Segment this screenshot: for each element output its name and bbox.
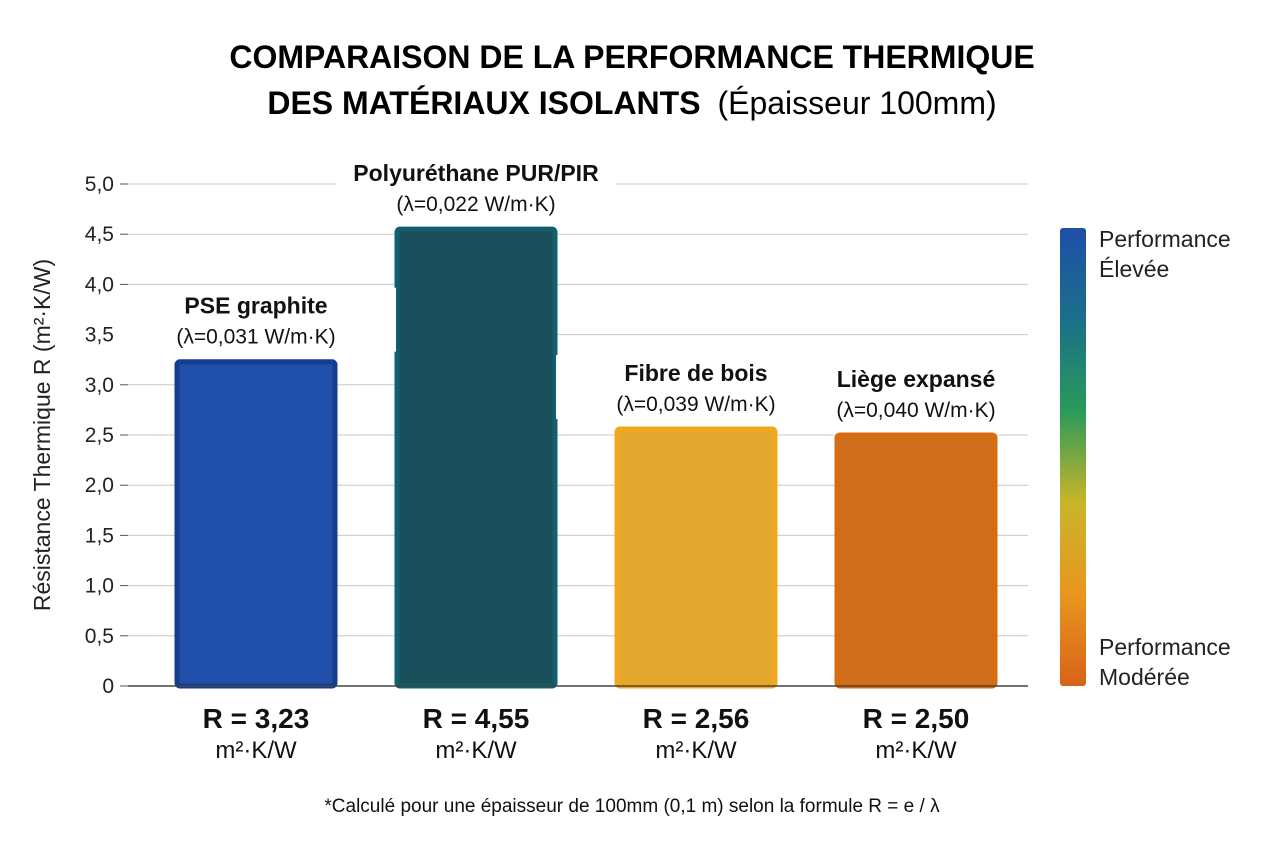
- y-tick-label: 1,5: [85, 524, 114, 547]
- bar-label-background: [336, 155, 616, 220]
- y-tick-label: 0: [102, 675, 114, 698]
- r-value-label: R = 2,50: [863, 703, 970, 734]
- y-tick-label: 4,0: [85, 273, 114, 296]
- r-value-label: R = 3,23: [203, 703, 310, 734]
- legend-bottom-label-line-2: Modérée: [1099, 664, 1190, 690]
- bar-name-label: Fibre de bois: [624, 360, 767, 386]
- r-unit-label: m²·K/W: [655, 737, 737, 764]
- bar-3: [614, 426, 778, 689]
- r-unit-label: m²·K/W: [215, 737, 297, 764]
- bar-4: [834, 432, 998, 689]
- chart-title-line-2: DES MATÉRIAUX ISOLANTS (Épaisseur 100mm): [267, 85, 996, 121]
- y-axis-label: Résistance Thermique R (m²·K/W): [29, 259, 55, 611]
- y-tick-label: 1,0: [85, 575, 114, 598]
- bar-lambda-label: (λ=0,040 W/m·K): [836, 399, 995, 422]
- bar-lambda-label: (λ=0,022 W/m·K): [396, 193, 555, 216]
- legend-bottom-label-line-1: Performance: [1099, 634, 1231, 660]
- chart-title-normal-part: (Épaisseur 100mm): [717, 85, 996, 121]
- chart-title-bold-part: DES MATÉRIAUX ISOLANTS: [267, 85, 700, 121]
- bar-lambda-label: (λ=0,039 W/m·K): [616, 393, 775, 416]
- y-tick-label: 3,0: [85, 374, 114, 397]
- y-axis-ticks: 0 0,5 1,0 1,5 2,0 2,5 3,0 3,5 4,0 4,5 5,0: [85, 173, 128, 698]
- footnote: *Calculé pour une épaisseur de 100mm (0,…: [324, 796, 940, 817]
- legend-gradient-bar: [1060, 228, 1086, 686]
- y-tick-label: 2,0: [85, 474, 114, 497]
- bar-label-background: [116, 287, 396, 352]
- y-tick-label: 0,5: [85, 625, 114, 648]
- r-value-label: R = 4,55: [423, 703, 530, 734]
- bar-name-label: PSE graphite: [184, 293, 327, 319]
- bar-labels: PSE graphite (λ=0,031 W/m·K) Polyuréthane …: [116, 155, 1056, 425]
- bar-name-label: Liège expansé: [837, 366, 996, 392]
- bar-1: [174, 359, 338, 689]
- bars: [174, 226, 998, 689]
- y-tick-label: 5,0: [85, 173, 114, 196]
- y-tick-label: 2,5: [85, 424, 114, 447]
- r-unit-label: m²·K/W: [435, 737, 517, 764]
- y-tick-label: 4,5: [85, 223, 114, 246]
- bar-name-label: Polyuréthane PUR/PIR: [353, 160, 599, 186]
- bar-lambda-label: (λ=0,031 W/m·K): [176, 326, 335, 349]
- legend-top-label-line-2: Élevée: [1099, 256, 1169, 282]
- chart-title-line-1: COMPARAISON DE LA PERFORMANCE THERMIQUE: [229, 39, 1034, 75]
- value-labels: R = 3,23 m²·K/W R = 4,55 m²·K/W R = 2,56 m²·K…: [203, 703, 970, 764]
- r-value-label: R = 2,56: [643, 703, 750, 734]
- bar-label-background: [776, 361, 1056, 425]
- r-unit-label: m²·K/W: [875, 737, 957, 764]
- y-tick-label: 3,5: [85, 324, 114, 347]
- legend-top-label-line-1: Performance: [1099, 226, 1231, 252]
- bar-2: [394, 226, 558, 689]
- color-legend: Performance Élevée Performance Modérée: [1060, 226, 1231, 690]
